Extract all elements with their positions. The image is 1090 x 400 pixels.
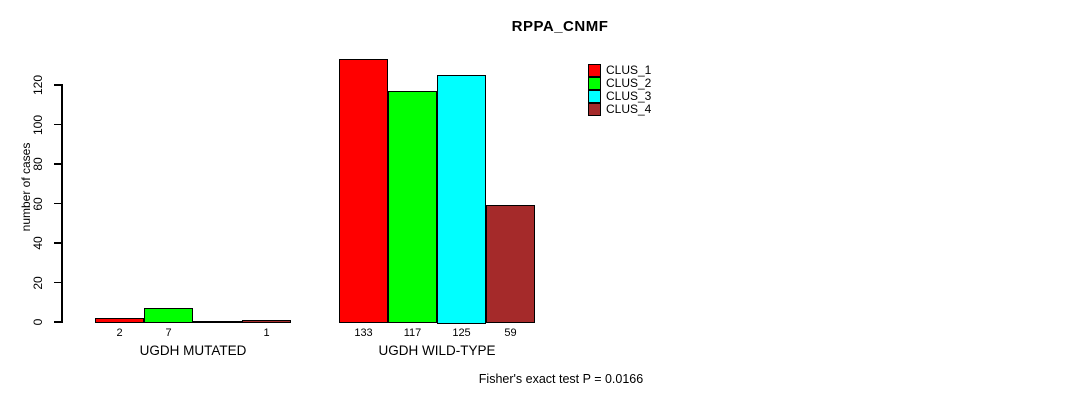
legend-item: CLUS_3 (588, 89, 652, 103)
y-tick-label: 0 (31, 318, 45, 326)
legend-item: CLUS_4 (588, 102, 652, 116)
fisher-test-annotation: Fisher's exact test P = 0.0166 (478, 372, 644, 386)
legend: CLUS_1 CLUS_2 CLUS_3 CLUS_4 (588, 63, 652, 116)
bar-value-label: 2 (116, 327, 123, 339)
y-tick-label: 120 (31, 74, 45, 96)
bar (388, 90, 437, 324)
bar (339, 59, 388, 324)
bar (437, 75, 486, 324)
bar (144, 308, 193, 324)
bar-value-label: 7 (165, 327, 172, 339)
legend-swatch (588, 76, 601, 90)
y-tick-label: 40 (31, 236, 45, 250)
legend-swatch (588, 63, 601, 77)
legend-label: CLUS_1 (606, 63, 652, 77)
group-label: UGDH MUTATED (139, 343, 247, 358)
bar (95, 318, 144, 324)
y-tick (54, 281, 61, 284)
legend-label: CLUS_2 (606, 76, 652, 90)
legend-swatch (588, 89, 601, 103)
chart-title: RPPA_CNMF (511, 18, 609, 35)
bar (193, 321, 242, 323)
group-label: UGDH WILD-TYPE (378, 343, 496, 358)
bar (486, 205, 535, 324)
y-tick (54, 163, 61, 165)
y-tick-label: 100 (31, 114, 45, 135)
legend-label: CLUS_3 (606, 89, 652, 103)
bar-value-label: 59 (504, 327, 517, 339)
bar-value-label: 125 (452, 327, 471, 339)
bar-value-label: 133 (354, 327, 373, 339)
bar-value-label: 1 (263, 327, 270, 339)
y-tick-label: 80 (31, 157, 45, 171)
y-tick (54, 242, 61, 244)
legend-label: CLUS_4 (606, 102, 652, 116)
y-axis-line (61, 84, 63, 323)
y-tick-label: 60 (31, 196, 45, 211)
legend-item: CLUS_1 (588, 63, 652, 77)
y-tick (54, 84, 61, 86)
legend-item: CLUS_2 (588, 76, 652, 90)
bar-value-label: 117 (403, 327, 422, 339)
y-tick (54, 202, 61, 205)
bar (242, 320, 291, 324)
legend-swatch (588, 102, 601, 116)
y-tick (54, 321, 61, 323)
y-tick-label: 20 (31, 275, 45, 290)
y-tick (54, 123, 61, 126)
